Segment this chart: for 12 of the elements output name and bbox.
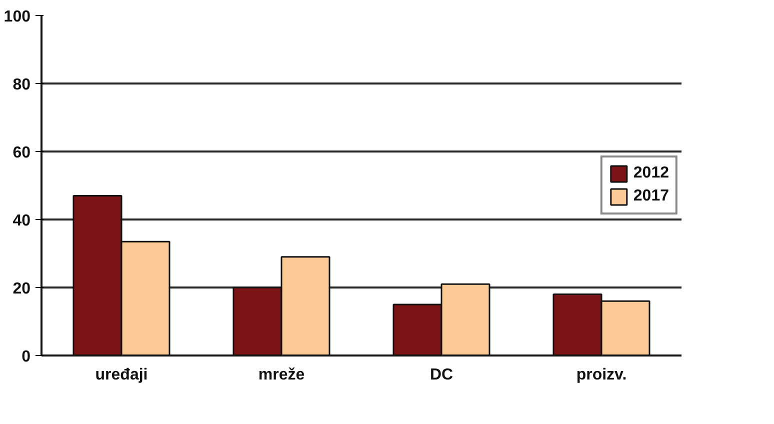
y-tick-label: 0 — [22, 348, 31, 366]
x-tick-label: proizv. — [576, 366, 627, 384]
y-tick-label: 20 — [12, 280, 31, 298]
x-tick-label: mreže — [258, 366, 305, 384]
y-tick-label: 40 — [12, 212, 31, 230]
y-tick-label: 60 — [12, 144, 31, 162]
legend-label: 2017 — [633, 188, 669, 206]
x-tick-label: DC — [430, 366, 454, 384]
x-tick-label: uređaji — [95, 366, 148, 384]
legend-label: 2012 — [633, 164, 669, 182]
y-tick-label: 80 — [12, 76, 31, 94]
y-tick-label: 100 — [4, 8, 31, 26]
